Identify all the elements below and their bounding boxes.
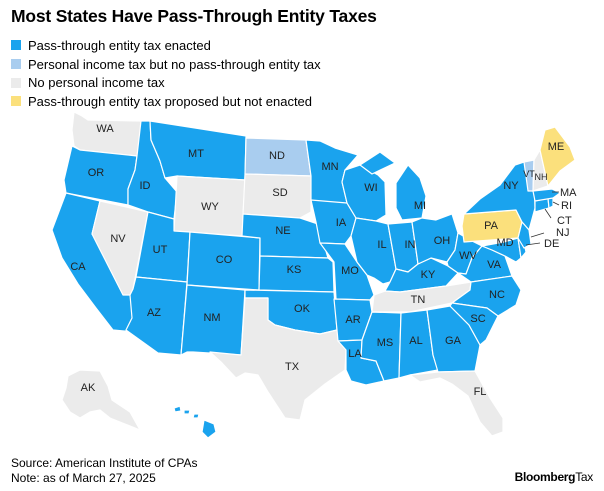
state-label-MS: MS xyxy=(377,337,394,349)
state-label-AR: AR xyxy=(345,314,360,326)
state-label-CO: CO xyxy=(216,254,233,266)
legend-label-income-no-ptet: Personal income tax but no pass-through … xyxy=(28,56,321,72)
state-KS xyxy=(258,255,335,293)
state-label-CT: CT xyxy=(557,215,572,227)
leader-lines xyxy=(525,191,560,246)
state-shapes xyxy=(51,111,576,439)
state-label-WV: WV xyxy=(459,250,477,262)
state-label-ME: ME xyxy=(548,141,565,153)
state-label-NC: NC xyxy=(489,289,505,301)
legend-label-no-income-tax: No personal income tax xyxy=(28,75,165,91)
state-label-KS: KS xyxy=(287,264,302,276)
state-label-SC: SC xyxy=(470,313,485,325)
state-label-NV: NV xyxy=(110,233,126,245)
leader-line-RI xyxy=(552,201,560,206)
state-label-ID: ID xyxy=(140,180,151,192)
state-label-DE: DE xyxy=(544,238,559,250)
legend-item-no-income-tax: No personal income tax xyxy=(11,73,321,92)
state-label-MN: MN xyxy=(321,161,338,173)
state-label-VA: VA xyxy=(487,259,502,271)
brand-thin: Tax xyxy=(575,470,593,484)
brand-bold: Bloomberg xyxy=(514,470,576,484)
state-label-NM: NM xyxy=(203,312,220,324)
state-label-MD: MD xyxy=(496,237,513,249)
state-label-ND: ND xyxy=(269,150,285,162)
legend-swatch-no-income-tax xyxy=(11,77,21,88)
state-label-WI: WI xyxy=(364,182,377,194)
footer: Source: American Institute of CPAs Note:… xyxy=(11,456,198,486)
state-label-AK: AK xyxy=(81,382,96,394)
state-label-OR: OR xyxy=(88,167,105,179)
state-AK xyxy=(61,369,141,431)
state-label-KY: KY xyxy=(421,269,436,281)
state-label-NJ: NJ xyxy=(556,227,569,239)
legend-swatch-income-no-ptet xyxy=(11,59,21,70)
legend: Pass-through entity tax enacted Personal… xyxy=(11,36,321,111)
state-label-GA: GA xyxy=(445,335,462,347)
state-MA xyxy=(532,188,561,202)
state-IL xyxy=(350,217,397,285)
state-label-OK: OK xyxy=(294,303,311,315)
state-FL xyxy=(409,370,504,437)
state-labels: WA OR CA NV ID MT WY UT AZ CO NM ND SD N… xyxy=(70,123,577,398)
state-label-SD: SD xyxy=(272,187,287,199)
state-SD xyxy=(242,173,312,219)
legend-item-enacted: Pass-through entity tax enacted xyxy=(11,36,321,55)
state-SC xyxy=(449,302,499,346)
legend-label-enacted: Pass-through entity tax enacted xyxy=(28,37,211,53)
legend-swatch-enacted xyxy=(11,40,21,51)
state-label-FL: FL xyxy=(474,386,487,398)
leader-line-CT xyxy=(544,208,552,219)
state-label-NH: NH xyxy=(535,172,548,182)
state-label-IN: IN xyxy=(405,239,416,251)
state-label-MI: MI xyxy=(414,200,426,212)
state-label-LA: LA xyxy=(348,348,362,360)
leader-line-NJ xyxy=(530,232,545,238)
state-TX xyxy=(209,297,347,421)
state-label-TN: TN xyxy=(411,294,426,306)
state-MI xyxy=(359,151,427,221)
state-NJ xyxy=(517,221,532,249)
state-label-UT: UT xyxy=(153,244,168,256)
state-label-TX: TX xyxy=(285,361,300,373)
state-label-NY: NY xyxy=(503,180,519,192)
state-ME xyxy=(539,126,576,187)
leader-line-DE xyxy=(525,242,541,246)
state-label-MO: MO xyxy=(341,265,359,277)
state-label-OH: OH xyxy=(434,235,451,247)
legend-label-proposed: Pass-through entity tax proposed but not… xyxy=(28,93,313,109)
state-RI xyxy=(547,197,554,209)
source-note: Source: American Institute of CPAs xyxy=(11,456,198,470)
legend-swatch-proposed xyxy=(11,96,21,107)
state-label-AZ: AZ xyxy=(147,307,161,319)
state-label-PA: PA xyxy=(484,220,499,232)
date-note: Note: as of March 27, 2025 xyxy=(11,471,156,485)
state-label-CA: CA xyxy=(70,261,86,273)
chart-title: Most States Have Pass-Through Entity Tax… xyxy=(11,6,377,26)
state-label-RI: RI xyxy=(561,200,572,212)
state-label-WA: WA xyxy=(96,123,114,135)
bloomberg-tax-logo: BloombergTax xyxy=(514,470,594,484)
state-label-VT: VT xyxy=(523,169,535,179)
legend-item-income-no-ptet: Personal income tax but no pass-through … xyxy=(11,55,321,74)
state-label-NE: NE xyxy=(275,225,290,237)
state-label-IA: IA xyxy=(336,217,347,229)
state-label-IL: IL xyxy=(377,239,386,251)
legend-item-proposed: Pass-through entity tax proposed but not… xyxy=(11,92,321,111)
state-label-WY: WY xyxy=(201,201,219,213)
state-MD xyxy=(481,237,522,263)
state-label-AL: AL xyxy=(409,335,422,347)
state-label-MT: MT xyxy=(188,148,204,160)
state-HI xyxy=(173,405,217,439)
state-label-MA: MA xyxy=(560,187,577,199)
